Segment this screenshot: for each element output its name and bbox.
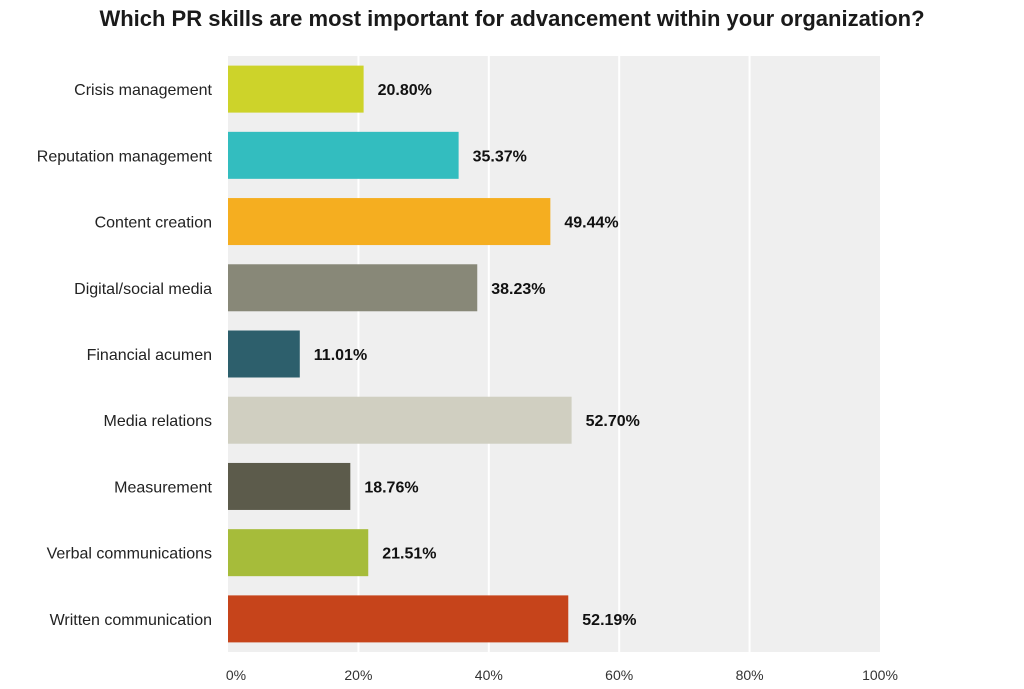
x-tick-label: 100% [862, 667, 898, 683]
x-tick-label: 0% [226, 667, 246, 683]
bar [228, 529, 369, 577]
category-label: Verbal communications [47, 546, 212, 563]
bar [228, 595, 569, 643]
category-label: Crisis management [74, 82, 212, 99]
bar [228, 264, 478, 312]
data-label: 52.19% [582, 612, 636, 629]
category-label: Digital/social media [74, 281, 212, 298]
x-tick-label: 20% [344, 667, 372, 683]
bars [228, 65, 572, 643]
x-tick-label: 40% [475, 667, 503, 683]
data-label: 18.76% [364, 479, 418, 496]
category-label: Written communication [50, 612, 212, 629]
category-label: Measurement [114, 479, 212, 496]
bar [228, 131, 459, 179]
bar [228, 330, 300, 378]
x-tick-label: 60% [605, 667, 633, 683]
category-label: Media relations [104, 413, 213, 430]
bar [228, 198, 551, 246]
bar [228, 462, 351, 510]
value-labels: 20.80% 35.37% 49.44% 38.23% 11.01% 52.70% 18.7… [314, 82, 640, 629]
data-label: 20.80% [378, 82, 432, 99]
chart-title: Which PR skills are most important for a… [99, 6, 925, 31]
data-label: 35.37% [473, 148, 527, 165]
bar [228, 396, 572, 444]
data-label: 11.01% [314, 347, 367, 364]
data-label: 38.23% [491, 281, 545, 298]
data-label: 21.51% [382, 546, 436, 563]
x-tick-label: 80% [736, 667, 764, 683]
category-labels: Crisis management Reputation management Co… [37, 82, 213, 629]
data-label: 52.70% [586, 413, 640, 430]
category-label: Reputation management [37, 148, 213, 165]
x-axis-ticks: 0% 20% 40% 60% 80% 100% [226, 667, 898, 683]
data-label: 49.44% [564, 215, 618, 232]
category-label: Financial acumen [87, 347, 212, 364]
bar [228, 65, 364, 113]
category-label: Content creation [95, 215, 212, 232]
